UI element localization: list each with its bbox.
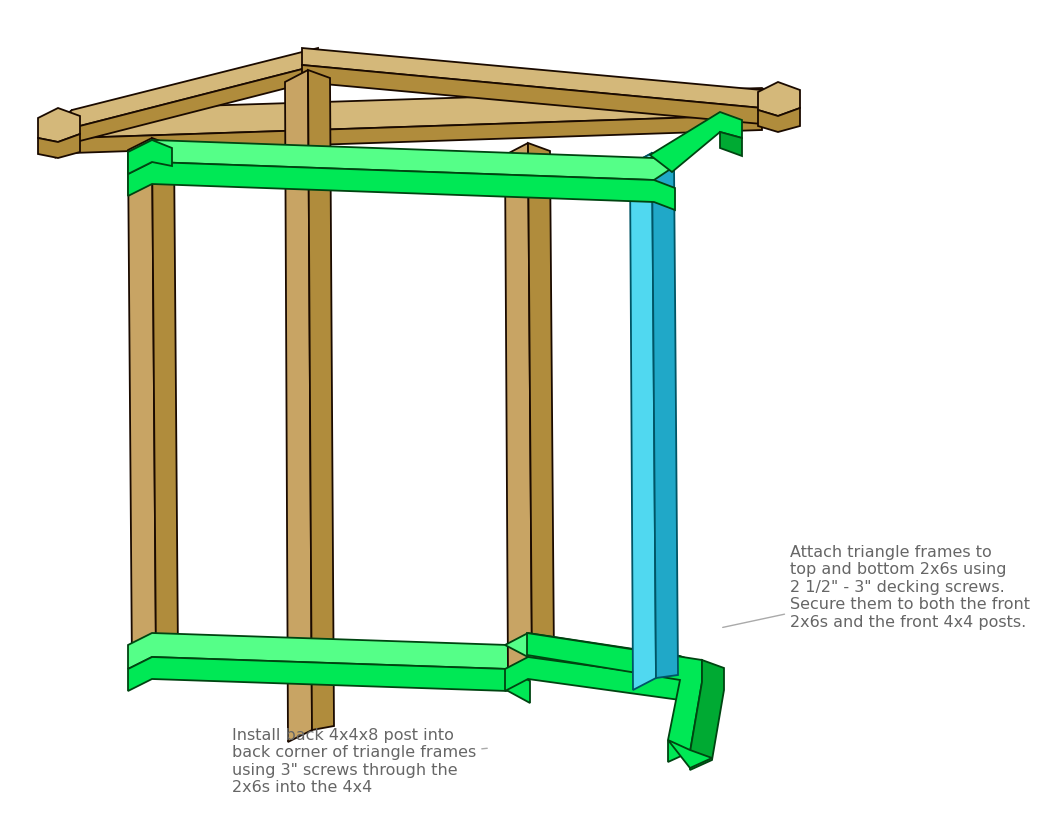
Polygon shape [690,660,724,770]
Polygon shape [668,740,712,768]
Polygon shape [128,633,530,669]
Polygon shape [128,140,675,180]
Polygon shape [152,138,178,658]
Polygon shape [652,153,678,678]
Polygon shape [650,112,742,172]
Polygon shape [128,162,675,210]
Text: Attach triangle frames to
top and bottom 2x6s using
2 1/2" - 3" decking screws.
: Attach triangle frames to top and bottom… [723,545,1029,630]
Polygon shape [286,70,312,742]
Polygon shape [630,153,674,173]
Polygon shape [128,138,156,670]
Polygon shape [302,65,762,124]
Polygon shape [758,82,800,116]
Polygon shape [630,153,656,690]
Polygon shape [128,657,530,703]
Polygon shape [302,48,780,115]
Polygon shape [38,108,80,142]
Polygon shape [758,108,800,132]
Polygon shape [308,70,334,730]
Text: Install back 4x4x8 post into
back corner of triangle frames
using 3" screws thro: Install back 4x4x8 post into back corner… [232,728,488,795]
Polygon shape [528,143,554,663]
Polygon shape [720,132,742,156]
Polygon shape [55,88,780,148]
Polygon shape [55,48,318,143]
Polygon shape [505,143,532,675]
Polygon shape [72,115,762,153]
Polygon shape [38,134,80,158]
Polygon shape [128,140,172,174]
Polygon shape [527,633,702,762]
Polygon shape [55,65,318,158]
Polygon shape [505,657,702,708]
Polygon shape [505,633,702,678]
